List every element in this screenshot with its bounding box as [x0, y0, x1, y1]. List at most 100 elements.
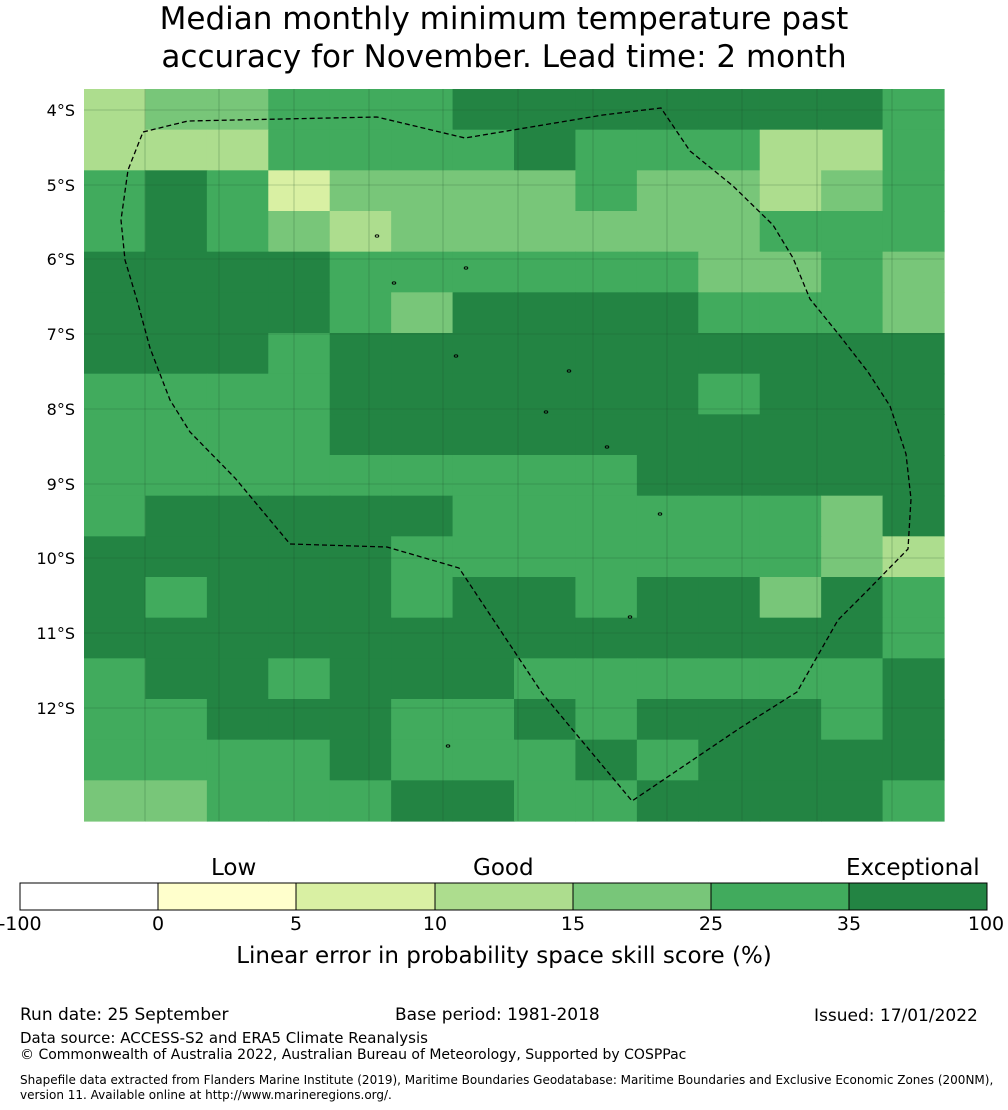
grid-cell — [268, 658, 331, 700]
grid-cell — [329, 373, 392, 415]
grid-cell — [821, 577, 884, 619]
grid-cell — [698, 89, 761, 131]
grid-cell — [636, 536, 699, 578]
colorbar-tick: 15 — [560, 913, 586, 935]
grid-cell — [575, 89, 638, 131]
grid-cell — [145, 780, 208, 822]
grid-cell — [575, 455, 638, 497]
grid-cell — [206, 617, 269, 659]
grid-cell — [391, 739, 454, 781]
grid-cell — [145, 170, 208, 212]
grid-cell — [452, 495, 515, 537]
grid-cell — [391, 699, 454, 741]
island-outline — [463, 266, 469, 270]
grid-cell — [698, 129, 761, 171]
grid-cell — [698, 455, 761, 497]
colorbar-segment — [157, 882, 297, 911]
grid-cell — [882, 455, 945, 497]
grid-cell — [636, 129, 699, 171]
shapefile-credit-line-1: Shapefile data extracted from Flanders M… — [20, 1073, 994, 1087]
grid-cell — [698, 211, 761, 253]
grid-cell — [268, 577, 331, 619]
grid-cell — [514, 211, 577, 253]
grid-cell — [206, 414, 269, 456]
grid-cell — [145, 495, 208, 537]
grid-cell — [759, 373, 822, 415]
legend-category-low: Low — [211, 855, 257, 881]
grid-cell — [206, 89, 269, 131]
grid-cell — [329, 333, 392, 375]
grid-cell — [84, 414, 147, 456]
grid-cell — [268, 617, 331, 659]
grid-cell — [145, 739, 208, 781]
grid-cell — [84, 536, 147, 578]
latitude-label: 7°S — [47, 325, 75, 344]
grid-cell — [268, 495, 331, 537]
grid-cell — [391, 577, 454, 619]
island-outline — [445, 744, 451, 748]
grid-cell — [145, 292, 208, 334]
grid-cell — [759, 292, 822, 334]
grid-cell — [268, 251, 331, 293]
grid-cell — [268, 739, 331, 781]
grid-cell — [698, 414, 761, 456]
grid-cell — [821, 414, 884, 456]
grid-cell — [206, 699, 269, 741]
grid-cell — [575, 617, 638, 659]
grid-cell — [698, 780, 761, 822]
grid-cell — [84, 617, 147, 659]
grid-cell — [575, 333, 638, 375]
latitude-label: 10°S — [36, 549, 75, 568]
legend-category-exceptional: Exceptional — [846, 855, 980, 881]
grid-cell — [514, 536, 577, 578]
colorbar-segment — [19, 882, 159, 911]
data-source: Data source: ACCESS-S2 and ERA5 Climate … — [20, 1029, 428, 1047]
grid-cell — [882, 211, 945, 253]
grid-cell — [145, 129, 208, 171]
grid-cell — [514, 333, 577, 375]
grid-cell — [821, 780, 884, 822]
grid-cell — [698, 373, 761, 415]
grid-cell — [575, 780, 638, 822]
grid-cell — [636, 170, 699, 212]
grid-cell — [452, 333, 515, 375]
colorbar-segment — [434, 882, 574, 911]
grid-cell — [206, 780, 269, 822]
grid-cell — [391, 414, 454, 456]
latitude-label: 8°S — [47, 400, 75, 419]
colorbar-tick: 10 — [422, 913, 448, 935]
grid-cell — [636, 495, 699, 537]
grid-cell — [821, 699, 884, 741]
colorbar-segment — [848, 882, 988, 911]
grid-cell — [206, 251, 269, 293]
longitude-label: 178°W — [790, 829, 845, 830]
grid-cell — [575, 699, 638, 741]
grid-cell — [329, 129, 392, 171]
grid-cell — [759, 699, 822, 741]
grid-cell — [268, 170, 331, 212]
grid-cell — [575, 251, 638, 293]
grid-cell — [514, 495, 577, 537]
island-outline — [657, 512, 663, 516]
grid-cell — [759, 129, 822, 171]
grid-cell — [391, 170, 454, 212]
grid-cell — [145, 658, 208, 700]
grid-cell — [84, 129, 147, 171]
grid-cell — [882, 414, 945, 456]
grid-cell — [84, 89, 147, 131]
grid-cell — [821, 658, 884, 700]
longitude-label: 173°E — [121, 829, 170, 830]
grid-cell — [452, 617, 515, 659]
grid-cell — [882, 251, 945, 293]
grid-cell — [575, 658, 638, 700]
grid-cell — [206, 577, 269, 619]
grid-cell — [759, 658, 822, 700]
grid-cell — [84, 373, 147, 415]
grid-cell — [268, 455, 331, 497]
grid-cell — [882, 373, 945, 415]
grid-cell — [882, 495, 945, 537]
longitude-label: 177°W — [865, 829, 920, 830]
grid-cell — [821, 536, 884, 578]
legend-category-good: Good — [473, 855, 534, 881]
colorbar-tick: -100 — [0, 913, 42, 935]
